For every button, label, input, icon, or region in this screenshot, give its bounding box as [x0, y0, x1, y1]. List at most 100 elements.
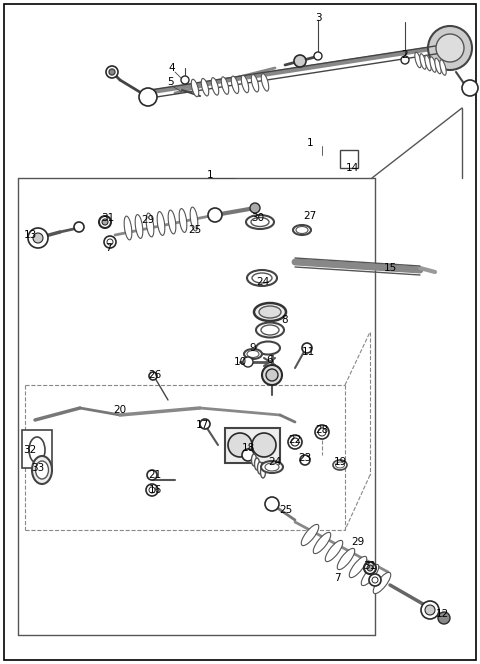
Ellipse shape	[435, 58, 441, 74]
Text: 27: 27	[303, 211, 317, 221]
Text: 31: 31	[101, 213, 115, 223]
Text: 25: 25	[188, 225, 202, 235]
Ellipse shape	[259, 306, 281, 318]
Ellipse shape	[251, 218, 269, 226]
Circle shape	[28, 228, 48, 248]
Circle shape	[315, 425, 329, 439]
Ellipse shape	[256, 323, 284, 337]
Ellipse shape	[231, 76, 239, 94]
Ellipse shape	[29, 437, 45, 463]
Text: 16: 16	[148, 485, 162, 495]
Ellipse shape	[257, 462, 263, 474]
Text: 1: 1	[307, 138, 313, 148]
Ellipse shape	[296, 226, 308, 234]
Ellipse shape	[415, 52, 421, 68]
Ellipse shape	[261, 466, 265, 478]
Text: 31: 31	[363, 561, 377, 571]
Text: 10: 10	[233, 357, 247, 367]
Circle shape	[99, 216, 111, 228]
Text: 23: 23	[299, 453, 312, 463]
Ellipse shape	[301, 525, 319, 546]
Circle shape	[104, 236, 116, 248]
Circle shape	[74, 222, 84, 232]
Circle shape	[438, 612, 450, 624]
Circle shape	[252, 433, 276, 457]
Text: 17: 17	[195, 420, 209, 430]
Circle shape	[109, 69, 115, 75]
Ellipse shape	[190, 207, 198, 231]
Circle shape	[200, 419, 210, 429]
Text: 19: 19	[334, 457, 347, 467]
Text: 29: 29	[351, 537, 365, 547]
Circle shape	[242, 449, 254, 461]
Ellipse shape	[349, 556, 367, 578]
Ellipse shape	[124, 216, 132, 240]
Circle shape	[102, 219, 108, 225]
Ellipse shape	[256, 341, 280, 355]
Ellipse shape	[333, 460, 347, 470]
Ellipse shape	[211, 78, 219, 95]
Text: 4: 4	[168, 63, 175, 73]
Text: 5: 5	[167, 77, 173, 87]
Circle shape	[139, 88, 157, 106]
Text: 21: 21	[148, 470, 162, 480]
Ellipse shape	[254, 303, 286, 321]
Text: 30: 30	[252, 213, 264, 223]
Ellipse shape	[265, 463, 279, 471]
Ellipse shape	[221, 77, 228, 94]
Text: 22: 22	[288, 435, 301, 445]
Ellipse shape	[201, 78, 209, 96]
Circle shape	[367, 565, 373, 571]
Ellipse shape	[440, 60, 446, 75]
Ellipse shape	[36, 461, 48, 479]
Bar	[22, 430, 52, 468]
Ellipse shape	[168, 210, 176, 234]
Bar	[340, 150, 358, 168]
Text: 33: 33	[31, 463, 45, 473]
Text: 6: 6	[267, 355, 273, 365]
Ellipse shape	[244, 349, 262, 359]
Ellipse shape	[157, 212, 165, 236]
Ellipse shape	[420, 54, 426, 69]
Ellipse shape	[192, 79, 199, 97]
Ellipse shape	[135, 214, 143, 238]
Text: 13: 13	[24, 230, 36, 240]
Circle shape	[149, 372, 157, 380]
Text: 12: 12	[435, 609, 449, 619]
Ellipse shape	[247, 351, 259, 357]
Ellipse shape	[361, 564, 379, 586]
Ellipse shape	[313, 533, 331, 554]
Ellipse shape	[32, 456, 52, 484]
Circle shape	[401, 56, 409, 64]
Text: 28: 28	[315, 425, 329, 435]
Text: 9: 9	[250, 343, 256, 353]
Text: 11: 11	[301, 347, 314, 357]
Ellipse shape	[293, 225, 311, 235]
Text: 8: 8	[282, 315, 288, 325]
Ellipse shape	[252, 74, 259, 92]
Ellipse shape	[261, 325, 279, 335]
Ellipse shape	[252, 273, 272, 283]
Circle shape	[33, 233, 43, 243]
Ellipse shape	[373, 572, 391, 594]
Ellipse shape	[241, 75, 249, 93]
Circle shape	[318, 428, 326, 436]
Text: 18: 18	[241, 443, 254, 453]
Text: 26: 26	[148, 370, 162, 380]
Ellipse shape	[425, 55, 431, 71]
Text: 15: 15	[384, 263, 396, 273]
Circle shape	[294, 55, 306, 67]
Ellipse shape	[179, 208, 187, 232]
Ellipse shape	[254, 458, 260, 470]
Ellipse shape	[247, 270, 277, 286]
Text: 25: 25	[279, 505, 293, 515]
Circle shape	[181, 76, 189, 84]
Text: 14: 14	[346, 163, 359, 173]
Ellipse shape	[337, 548, 355, 570]
Circle shape	[291, 438, 299, 446]
Text: 2: 2	[402, 50, 408, 60]
Circle shape	[228, 433, 252, 457]
Circle shape	[462, 80, 478, 96]
Circle shape	[266, 369, 278, 381]
Circle shape	[300, 455, 310, 465]
